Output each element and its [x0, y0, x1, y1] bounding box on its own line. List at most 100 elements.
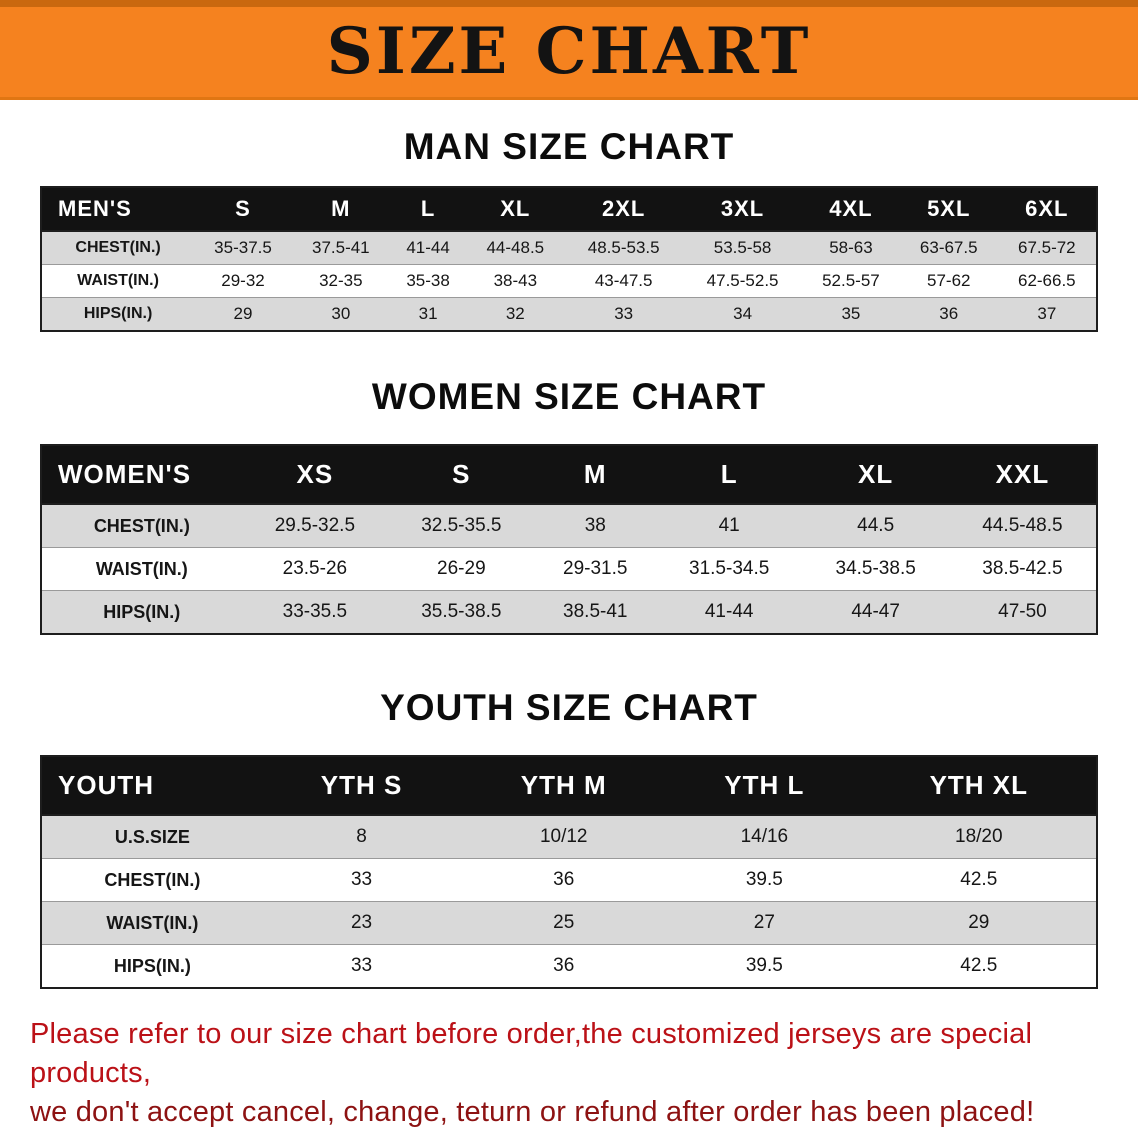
page-title: SIZE CHART [326, 14, 812, 89]
measurement-row: HIPS(IN.) 33 36 39.5 42.5 [41, 944, 1097, 988]
measurement-value-cell: 33 [350, 869, 373, 890]
footer-note-line-1: Please refer to our size chart before or… [30, 1018, 1033, 1090]
measurement-row: WAIST(IN.) 29-32 32-35 35-38 38-43 43-47.5 47.… [41, 264, 1097, 298]
measurement-value-cell: 30 [331, 304, 351, 323]
row-label-cell: WAIST(IN.) [77, 272, 159, 289]
measurement-value-cell: 44.5 [857, 515, 895, 536]
size-header-cell: S [388, 445, 535, 505]
table-title-cell: WOMEN'S [41, 445, 242, 505]
measurement-value-cell: 34 [733, 304, 753, 323]
size-header-row: YOUTH YTH S YTH M YTH L YTH XL [41, 756, 1097, 816]
measurement-value-cell: 23 [350, 912, 373, 933]
measurement-row: WAIST(IN.) 23.5-26 26-29 29-31.5 31.5-34.5 34… [41, 547, 1097, 591]
measurement-row: HIPS(IN.) 33-35.5 35.5-38.5 38.5-41 41-44 44-… [41, 590, 1097, 634]
measurement-value-cell: 27 [753, 912, 775, 933]
measurement-value-cell: 35 [841, 304, 861, 323]
size-header-cell: 4XL [802, 187, 900, 232]
measurement-value-cell: 37 [1037, 304, 1057, 323]
measurement-value-cell: 62-66.5 [1017, 271, 1076, 290]
charts-container: MAN SIZE CHART MEN'S S M L XL 2XL 3XL 4XL 5XL 6XL… [0, 126, 1138, 989]
measurement-value-cell: 53.5-58 [713, 238, 772, 257]
measurement-value-cell: 32.5-35.5 [421, 515, 502, 536]
measurement-value-cell: 44-47 [851, 601, 900, 622]
youth-size-section: YOUTH SIZE CHART YOUTH YTH S YTH M YTH L YTH… [0, 687, 1138, 989]
measurement-value-cell: 14/16 [740, 826, 789, 847]
measurement-row: HIPS(IN.) 29 30 31 32 33 34 35 36 37 [41, 297, 1097, 331]
row-label-cell: U.S.SIZE [114, 826, 190, 847]
size-header-cell: XL [802, 445, 949, 505]
table-title-cell: MEN'S [41, 187, 195, 232]
men-section-heading: MAN SIZE CHART [403, 126, 735, 167]
size-header-cell: 3XL [683, 187, 803, 232]
size-header-cell: XXL [948, 445, 1097, 505]
men-size-section: MAN SIZE CHART MEN'S S M L XL 2XL 3XL 4XL 5XL 6XL… [0, 126, 1138, 332]
measurement-value-cell: 41-44 [704, 601, 754, 622]
men-size-table: MEN'S S M L XL 2XL 3XL 4XL 5XL 6XL CHEST(IN.) 35-37… [40, 186, 1098, 332]
measurement-value-cell: 63-67.5 [919, 238, 978, 257]
size-header-cell: YTH XL [861, 756, 1097, 816]
measurement-value-cell: 58-63 [829, 238, 873, 257]
measurement-value-cell: 44.5-48.5 [982, 515, 1063, 536]
women-section-heading: WOMEN SIZE CHART [371, 376, 767, 417]
measurement-value-cell: 38-43 [493, 271, 538, 290]
measurement-value-cell: 35-38 [406, 271, 450, 290]
row-label-cell: CHEST(IN.) [75, 239, 161, 256]
size-header-cell: YTH S [262, 756, 461, 816]
footer-note: Please refer to our size chart before or… [30, 1015, 1138, 1132]
measurement-value-cell: 57-62 [927, 271, 971, 290]
size-header-cell: 6XL [997, 187, 1097, 232]
row-label-cell: CHEST(IN.) [104, 869, 201, 890]
measurement-value-cell: 31 [418, 304, 438, 323]
size-header-cell: XL [466, 187, 565, 232]
size-header-cell: 2XL [564, 187, 684, 232]
measurement-row: U.S.SIZE 8 10/12 14/16 18/20 [41, 815, 1097, 859]
measurement-row: CHEST(IN.) 29.5-32.5 32.5-35.5 38 41 44.5 44.5… [41, 504, 1097, 548]
measurement-row: CHEST(IN.) 35-37.5 37.5-41 41-44 44-48.5 48.5… [41, 231, 1097, 265]
measurement-value-cell: 36 [553, 869, 575, 890]
size-header-cell: 5XL [899, 187, 998, 232]
measurement-value-cell: 36 [939, 304, 959, 323]
measurement-value-cell: 52.5-57 [822, 271, 880, 290]
youth-size-table: YOUTH YTH S YTH M YTH L YTH XL U.S.SIZE 8 10/12… [40, 755, 1098, 989]
women-size-section: WOMEN SIZE CHART WOMEN'S XS S M L XL XXL CHEST(… [0, 376, 1138, 635]
row-label-cell: HIPS(IN.) [103, 601, 181, 622]
row-label-cell: HIPS(IN.) [113, 955, 191, 976]
size-header-cell: M [534, 445, 656, 505]
measurement-value-cell: 33 [614, 304, 634, 323]
size-header-cell: S [194, 187, 292, 232]
measurement-value-cell: 29.5-32.5 [274, 515, 356, 536]
measurement-value-cell: 29 [233, 304, 253, 323]
size-header-cell: L [389, 187, 467, 232]
row-label-cell: HIPS(IN.) [83, 305, 153, 322]
measurement-value-cell: 10/12 [539, 826, 588, 847]
measurement-value-cell: 25 [553, 912, 575, 933]
measurement-value-cell: 29-31.5 [563, 558, 628, 579]
measurement-value-cell: 8 [356, 826, 367, 847]
measurement-value-cell: 34.5-38.5 [835, 558, 916, 579]
measurement-value-cell: 38.5-41 [563, 601, 628, 622]
size-header-row: MEN'S S M L XL 2XL 3XL 4XL 5XL 6XL [41, 187, 1097, 232]
measurement-value-cell: 39.5 [745, 869, 783, 890]
measurement-value-cell: 47.5-52.5 [706, 271, 779, 290]
measurement-value-cell: 41-44 [406, 238, 450, 257]
women-size-table: WOMEN'S XS S M L XL XXL CHEST(IN.) 29.5-32.5 32.5… [40, 444, 1098, 635]
measurement-value-cell: 47-50 [998, 601, 1047, 622]
row-label-cell: WAIST(IN.) [106, 912, 199, 933]
measurement-value-cell: 42.5 [960, 869, 998, 890]
measurement-value-cell: 36 [553, 955, 575, 976]
measurement-value-cell: 26-29 [437, 558, 486, 579]
measurement-value-cell: 38.5-42.5 [982, 558, 1063, 579]
measurement-value-cell: 23.5-26 [282, 558, 348, 579]
size-header-cell: M [291, 187, 390, 232]
measurement-value-cell: 43-47.5 [594, 271, 653, 290]
title-banner: SIZE CHART [0, 0, 1138, 100]
youth-section-heading: YOUTH SIZE CHART [380, 687, 758, 728]
measurement-value-cell: 67.5-72 [1017, 238, 1076, 257]
row-label-cell: WAIST(IN.) [95, 558, 188, 579]
measurement-value-cell: 31.5-34.5 [689, 558, 770, 579]
footer-note-line-2: we don't accept cancel, change, teturn o… [30, 1096, 1035, 1129]
measurement-value-cell: 35.5-38.5 [421, 601, 502, 622]
measurement-value-cell: 32-35 [319, 271, 363, 290]
measurement-value-cell: 29 [968, 912, 990, 933]
